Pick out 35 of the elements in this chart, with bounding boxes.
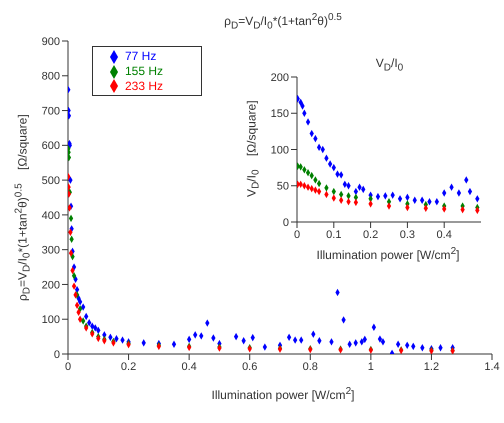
chart-title: ρ$_{D}$=V$_{D}$/I$_{0}$*(1+tan$^{2}$θ)$^{0.5}$ (224, 12, 342, 32)
x-tick-label: 0 (294, 228, 300, 241)
x-tick-label: 1 (368, 360, 374, 373)
x-tick-label: 0.3 (400, 228, 416, 241)
y-tick-label: 0 (54, 348, 60, 361)
x-tick-label: 0.1 (326, 228, 342, 241)
y-tick-label: 400 (42, 210, 60, 222)
y-tick-label: 150 (270, 108, 289, 120)
x-axis-title: Illumination power [W/cm$^{2}$] (316, 246, 460, 262)
legend-label: 77 Hz (125, 49, 156, 63)
y-tick-label: 50 (276, 180, 289, 193)
x-tick-label: 0 (64, 360, 72, 373)
y-tick-label: 200 (270, 72, 289, 84)
x-tick-label: 0.8 (302, 360, 318, 373)
x-tick-label: 0.2 (362, 228, 378, 241)
y-tick-label: 700 (42, 105, 60, 118)
y-tick-label: 500 (42, 175, 60, 188)
y-tick-label: 200 (42, 279, 60, 292)
y-tick-label: 300 (42, 244, 60, 257)
y-tick-label: 800 (42, 70, 60, 83)
x-tick-label: 0.4 (436, 228, 452, 241)
x-tick-label: 0.2 (120, 360, 136, 373)
x-tick-label: 0.4 (181, 360, 197, 373)
y-tick-label: 0 (282, 216, 289, 229)
y-tick-label: 100 (270, 144, 289, 156)
x-tick-label: 0.6 (242, 360, 258, 373)
y-tick-label: 100 (42, 314, 60, 326)
legend-label: 155 Hz (125, 64, 164, 78)
x-tick-label: 1.4 (484, 360, 500, 373)
y-tick-label: 900 (42, 36, 60, 48)
x-tick-label: 1.2 (424, 360, 440, 373)
chart-title: V$_{D}$/I$_{0}$ (374, 56, 404, 74)
y-tick-label: 600 (42, 140, 60, 152)
legend-label: 233 Hz (125, 78, 164, 93)
x-axis-title: Illumination power [W/cm$^{2}$] (210, 386, 356, 402)
